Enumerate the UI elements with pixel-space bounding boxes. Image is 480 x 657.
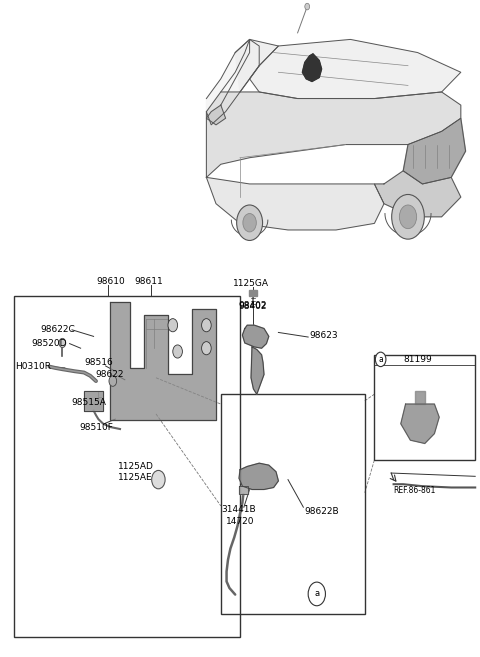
Text: 98516: 98516	[84, 358, 113, 367]
Polygon shape	[302, 54, 322, 81]
Polygon shape	[206, 92, 461, 177]
Text: 98611: 98611	[134, 277, 163, 286]
Text: 98520D: 98520D	[31, 339, 67, 348]
Text: 98510F: 98510F	[79, 422, 113, 432]
Circle shape	[237, 205, 263, 240]
Polygon shape	[403, 118, 466, 184]
Bar	[14, 296, 240, 637]
Text: 1125GA: 1125GA	[233, 279, 269, 288]
Polygon shape	[84, 391, 103, 411]
Text: 98623: 98623	[310, 330, 338, 340]
Polygon shape	[250, 39, 461, 99]
Polygon shape	[206, 39, 259, 125]
Text: 31441B: 31441B	[221, 505, 255, 514]
Text: 98515A: 98515A	[71, 397, 106, 407]
Circle shape	[243, 214, 256, 232]
Polygon shape	[239, 463, 278, 489]
Polygon shape	[235, 39, 278, 92]
Circle shape	[173, 345, 182, 358]
Circle shape	[59, 338, 66, 348]
Bar	[374, 355, 475, 460]
Text: 98610: 98610	[96, 277, 125, 286]
Polygon shape	[249, 290, 257, 296]
Polygon shape	[401, 404, 439, 443]
Circle shape	[152, 470, 165, 489]
Circle shape	[168, 319, 178, 332]
Text: H0310R: H0310R	[15, 362, 51, 371]
Polygon shape	[206, 105, 226, 125]
Bar	[221, 394, 365, 614]
Circle shape	[305, 3, 310, 10]
Text: 98402: 98402	[239, 301, 267, 310]
Polygon shape	[415, 391, 425, 404]
Text: REF.86-861: REF.86-861	[394, 486, 436, 495]
Text: 81199: 81199	[403, 355, 432, 364]
Circle shape	[202, 319, 211, 332]
Polygon shape	[206, 177, 384, 230]
Polygon shape	[110, 302, 216, 420]
Text: 98622: 98622	[95, 370, 123, 379]
Circle shape	[202, 342, 211, 355]
Polygon shape	[239, 486, 248, 494]
Text: 98622C: 98622C	[41, 325, 75, 334]
Text: 1125AE: 1125AE	[118, 473, 152, 482]
Circle shape	[308, 582, 325, 606]
Circle shape	[375, 352, 386, 367]
Text: a: a	[314, 589, 319, 599]
Polygon shape	[242, 325, 269, 348]
Text: 1125AD: 1125AD	[118, 462, 154, 471]
Text: 98402: 98402	[239, 302, 267, 311]
Text: a: a	[378, 355, 383, 364]
Text: 14720: 14720	[226, 516, 254, 526]
Circle shape	[392, 194, 424, 239]
Circle shape	[399, 205, 417, 229]
Text: 98622B: 98622B	[305, 507, 339, 516]
Circle shape	[109, 376, 117, 386]
Polygon shape	[251, 347, 264, 394]
Polygon shape	[374, 171, 461, 217]
